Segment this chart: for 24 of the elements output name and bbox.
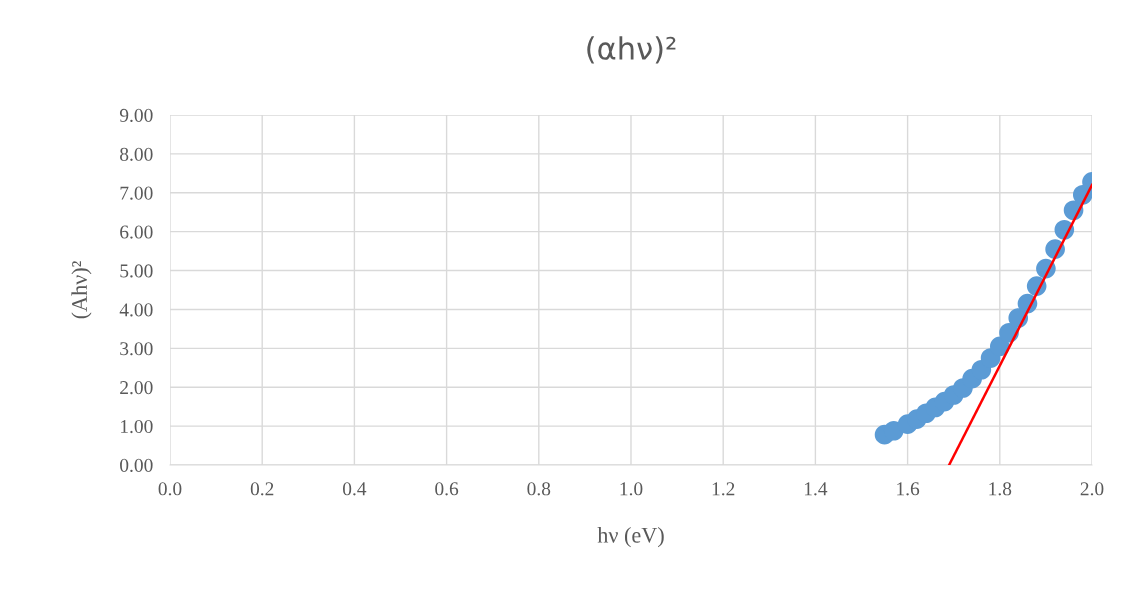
x-tick-label: 0.0 [158,482,182,496]
x-tick-label: 0.6 [435,482,459,496]
x-axis-title: hν (eV) [597,527,664,548]
x-tick-label: 0.4 [342,482,367,496]
x-tick-label: 0.2 [250,482,274,496]
x-tick-label: 1.4 [804,482,828,496]
y-tick-label: 7.00 [120,186,153,200]
x-tick-label: 1.2 [712,482,735,496]
y-tick-label: 9.00 [119,108,153,123]
y-tick-label: 5.00 [120,264,153,278]
x-tick-label: 2.0 [1080,482,1104,496]
y-tick-label: 3.00 [120,342,153,356]
x-tick-label: 0.8 [527,482,551,496]
y-tick-label: 1.00 [121,419,153,434]
x-tick-label: 1.8 [989,482,1012,496]
y-tick-label: 0.00 [120,458,153,473]
x-tick-label: 1.6 [897,482,920,496]
y-tick-label: 2.00 [120,381,153,395]
y-tick-label: 8.00 [120,147,153,161]
x-tick-label: 1.0 [620,482,643,496]
y-tick-label: 6.00 [120,225,153,239]
y-tick-label: 4.00 [119,303,153,317]
y-axis-title: (Ahν)² [71,261,92,319]
chart-title: (αhν)² [587,36,676,64]
